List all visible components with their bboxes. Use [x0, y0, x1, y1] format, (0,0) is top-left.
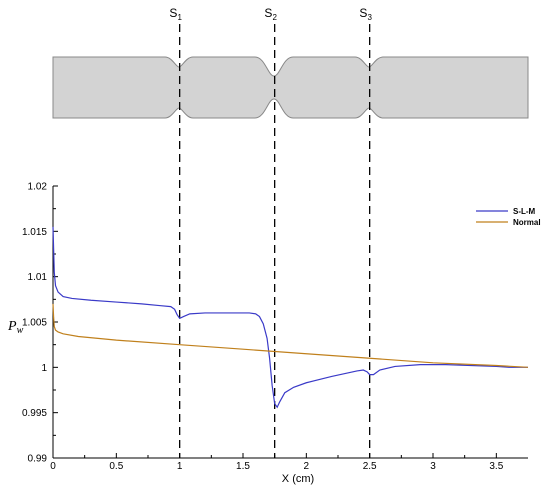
x-tick-label: 2	[304, 461, 310, 472]
legend: S-L-M Normal	[476, 207, 541, 227]
y-tick-label: 1.01	[28, 272, 48, 283]
y-tick-label: 1.02	[28, 182, 48, 193]
x-axis-label: X (cm)	[282, 473, 314, 485]
y-axis-label-sub: w	[17, 325, 24, 336]
x-tick-label: 3.5	[489, 461, 503, 472]
section-label-sub: 2	[272, 13, 277, 22]
section-label: S1	[169, 6, 182, 22]
section-label-main: S	[359, 6, 367, 20]
section-label-sub: 1	[177, 13, 182, 22]
x-tick-label: 0.5	[109, 461, 123, 472]
y-axis-label-main: P	[7, 319, 17, 334]
section-label-sub: 3	[367, 13, 372, 22]
nozzle-geometry-schematic	[52, 56, 529, 119]
y-tick-label: 1.015	[22, 227, 47, 238]
x-tick-label: 3	[430, 461, 436, 472]
section-label-main: S	[264, 6, 272, 20]
y-tick-label: 0.99	[28, 454, 48, 465]
series-line-slm	[52, 226, 528, 409]
section-labels: S1 S2 S3	[169, 6, 372, 22]
section-label: S2	[264, 6, 277, 22]
x-axis-ticks: 0 0.5 1 1.5 2 2.5 3 3.5	[50, 453, 504, 472]
y-tick-label: 1	[41, 363, 47, 374]
section-lines	[179, 24, 371, 458]
y-axis-label: Pw	[7, 319, 24, 336]
y-tick-label: 0.995	[22, 408, 47, 419]
legend-label: S-L-M	[513, 207, 536, 216]
x-tick-label: 0	[50, 461, 56, 472]
series-lines	[52, 226, 529, 409]
x-tick-label: 2.5	[363, 461, 377, 472]
x-tick-label: 1	[177, 461, 183, 472]
y-axis-ticks: 0.99 0.995 1 1.005 1.01 1.015 1.02	[22, 182, 58, 465]
legend-label: Normal	[513, 218, 541, 227]
y-tick-label: 1.005	[22, 318, 47, 329]
series-line-normal	[52, 303, 529, 368]
x-tick-label: 1.5	[236, 461, 250, 472]
section-label: S3	[359, 6, 372, 22]
section-label-main: S	[169, 6, 177, 20]
